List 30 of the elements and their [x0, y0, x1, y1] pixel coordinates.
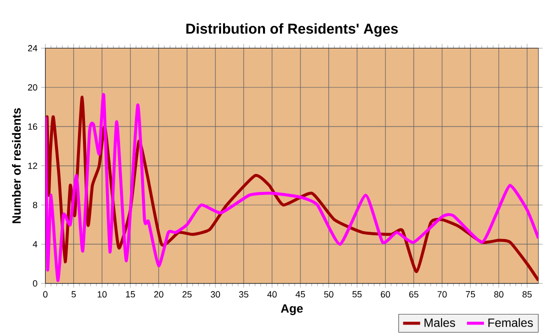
x-tick-label: 55 [352, 291, 362, 298]
legend-label: Males [424, 318, 456, 328]
y-tick-label: 20 [28, 84, 38, 91]
y-tick-label: 4 [32, 241, 38, 248]
y-tick-label: 0 [32, 280, 38, 287]
x-tick-label: 50 [324, 291, 334, 298]
x-tick-label: 85 [522, 291, 532, 298]
x-tick-label: 35 [239, 291, 248, 298]
y-tick-label: 12 [28, 162, 38, 170]
legend-label: Females [488, 318, 533, 328]
x-tick-label: 0 [43, 291, 48, 298]
y-axis-title: Number of residents [12, 108, 21, 224]
x-tick-label: 20 [154, 291, 164, 298]
x-axis-title: Age [280, 304, 303, 316]
y-tick-label: 8 [32, 202, 38, 208]
y-tick-label: 24 [28, 45, 38, 52]
x-tick-label: 5 [72, 291, 76, 298]
x-tick-label: 75 [466, 291, 476, 298]
chart-title: Distribution of Residents' Ages [186, 24, 398, 37]
x-tick-label: 25 [182, 291, 192, 298]
x-tick-label: 40 [267, 291, 277, 298]
x-tick-label: 65 [409, 291, 418, 298]
y-tick-label: 16 [28, 124, 38, 130]
x-tick-label: 15 [126, 291, 135, 298]
x-tick-label: 80 [494, 291, 504, 298]
x-tick-label: 60 [380, 291, 390, 298]
x-tick-label: 70 [438, 291, 447, 298]
x-tick-label: 10 [98, 291, 107, 298]
x-tick-label: 45 [296, 291, 306, 298]
x-tick-label: 30 [210, 291, 220, 298]
